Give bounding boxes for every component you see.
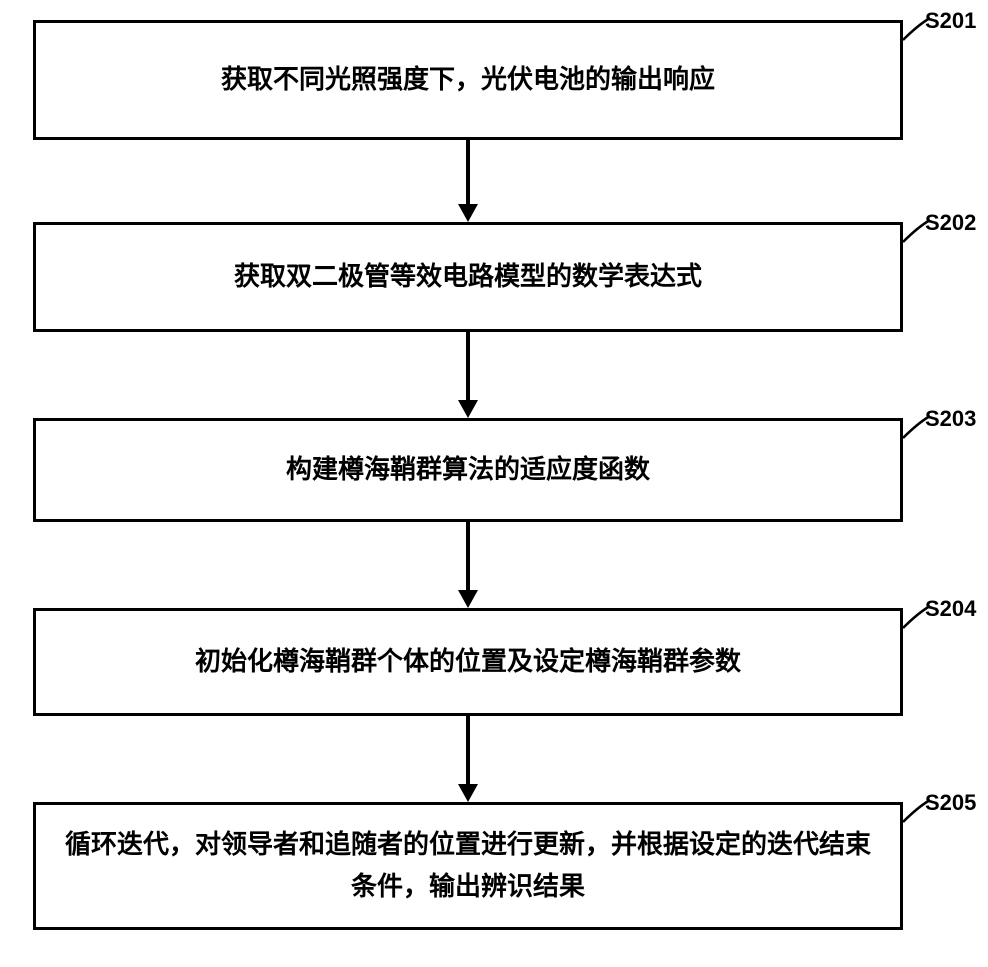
step-label-s201: S201 [925,8,976,34]
step-box-s205: 循环迭代，对领导者和追随者的位置进行更新，并根据设定的迭代结束条件，输出辨识结果 [33,802,903,930]
step-label-s202: S202 [925,210,976,236]
step-text: 构建樽海鞘群算法的适应度函数 [286,449,650,491]
step-text: 获取不同光照强度下，光伏电池的输出响应 [221,59,715,101]
arrow-s204-s205 [466,716,470,784]
arrow-head-s201-s202 [458,204,478,222]
step-box-s201: 获取不同光照强度下，光伏电池的输出响应 [33,20,903,140]
arrow-s201-s202 [466,140,470,204]
arrow-head-s204-s205 [458,784,478,802]
arrow-s202-s203 [466,332,470,400]
step-label-s204: S204 [925,596,976,622]
arrow-head-s203-s204 [458,590,478,608]
step-box-s203: 构建樽海鞘群算法的适应度函数 [33,418,903,522]
step-label-s205: S205 [925,790,976,816]
step-box-s204: 初始化樽海鞘群个体的位置及设定樽海鞘群参数 [33,608,903,716]
flowchart-canvas: 获取不同光照强度下，光伏电池的输出响应 S201 获取双二极管等效电路模型的数学… [0,0,988,967]
step-text: 初始化樽海鞘群个体的位置及设定樽海鞘群参数 [195,641,741,683]
step-label-s203: S203 [925,406,976,432]
arrow-s203-s204 [466,522,470,590]
step-box-s202: 获取双二极管等效电路模型的数学表达式 [33,222,903,332]
step-text: 循环迭代，对领导者和追随者的位置进行更新，并根据设定的迭代结束条件，输出辨识结果 [56,824,880,907]
arrow-head-s202-s203 [458,400,478,418]
step-text: 获取双二极管等效电路模型的数学表达式 [234,256,702,298]
